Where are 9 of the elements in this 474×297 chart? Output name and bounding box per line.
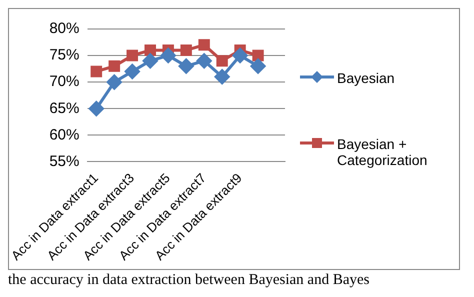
y-tick-label: 65% [49,99,80,116]
y-tick-label: 75% [49,46,80,64]
text: the accuracy in data extraction between Bayesian and Bayes [8,272,371,289]
y-tick-label: 60% [49,126,80,143]
y-tick-label: 55% [49,152,80,170]
legend-label: Bayesian + Categorization [337,136,428,168]
y-tick-label: 70% [49,72,80,90]
y-tick-label: 80% [49,20,80,37]
legend-label: Bayesian [337,70,396,86]
